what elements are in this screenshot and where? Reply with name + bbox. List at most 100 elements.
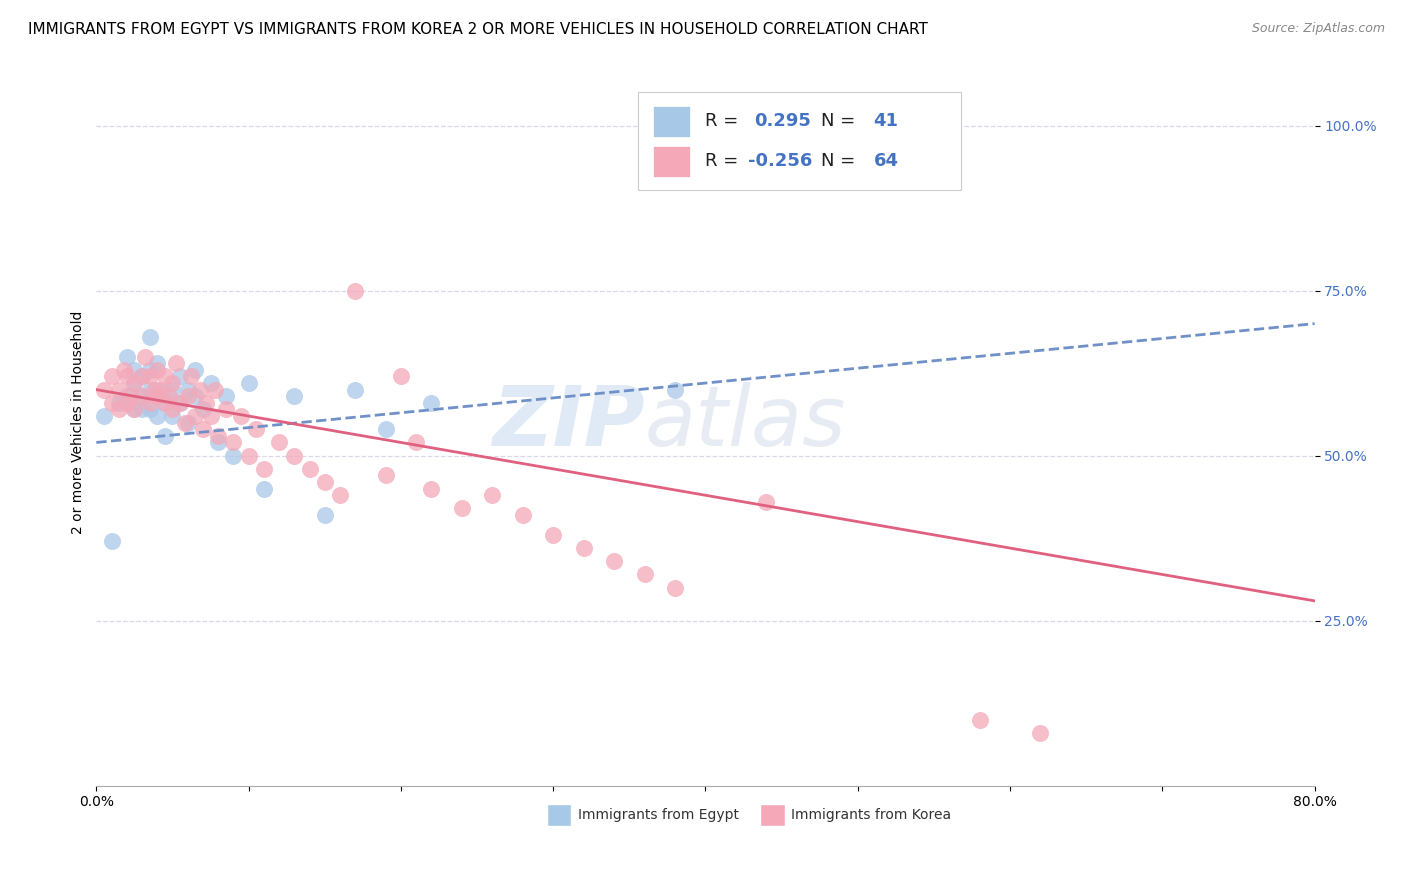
- Point: [344, 383, 367, 397]
- Point: [131, 369, 153, 384]
- Point: [238, 376, 260, 390]
- Point: [100, 396, 122, 410]
- Text: Source: ZipAtlas.com: Source: ZipAtlas.com: [1251, 22, 1385, 36]
- Text: N =: N =: [821, 112, 862, 130]
- Point: [512, 508, 534, 522]
- Point: [162, 383, 184, 397]
- Text: Immigrants from Egypt: Immigrants from Egypt: [578, 808, 738, 822]
- Point: [143, 383, 166, 397]
- Point: [112, 363, 135, 377]
- Point: [450, 501, 472, 516]
- Point: [131, 369, 153, 384]
- Point: [195, 396, 218, 410]
- Point: [177, 383, 200, 397]
- Text: -0.256: -0.256: [748, 153, 813, 170]
- Point: [207, 435, 229, 450]
- Point: [222, 435, 245, 450]
- Point: [131, 389, 153, 403]
- Bar: [654, 146, 689, 177]
- Point: [177, 416, 200, 430]
- Text: N =: N =: [821, 153, 862, 170]
- Point: [188, 383, 211, 397]
- Text: R =: R =: [706, 112, 744, 130]
- Point: [169, 396, 191, 410]
- Point: [664, 383, 686, 397]
- Bar: [547, 804, 571, 826]
- Point: [314, 475, 336, 489]
- Text: atlas: atlas: [644, 382, 846, 463]
- Point: [229, 409, 252, 423]
- Point: [162, 402, 184, 417]
- Point: [420, 482, 443, 496]
- Point: [138, 330, 160, 344]
- Point: [153, 396, 176, 410]
- Point: [184, 409, 207, 423]
- Point: [267, 435, 290, 450]
- Point: [115, 396, 138, 410]
- Text: R =: R =: [706, 153, 744, 170]
- Point: [238, 449, 260, 463]
- Point: [115, 389, 138, 403]
- Point: [405, 435, 427, 450]
- Point: [314, 508, 336, 522]
- Point: [149, 383, 172, 397]
- Point: [124, 376, 146, 390]
- Point: [124, 376, 146, 390]
- Point: [169, 369, 191, 384]
- Point: [131, 389, 153, 403]
- Point: [603, 554, 626, 568]
- Point: [283, 389, 305, 403]
- Point: [146, 363, 169, 377]
- FancyBboxPatch shape: [638, 92, 962, 190]
- Point: [100, 369, 122, 384]
- Point: [200, 409, 222, 423]
- Point: [1029, 726, 1052, 740]
- Point: [138, 363, 160, 377]
- Point: [138, 369, 160, 384]
- Point: [153, 429, 176, 443]
- Point: [184, 389, 207, 403]
- Point: [207, 429, 229, 443]
- Point: [184, 363, 207, 377]
- Point: [115, 350, 138, 364]
- Point: [215, 389, 238, 403]
- Text: 41: 41: [873, 112, 898, 130]
- Point: [541, 528, 564, 542]
- Point: [245, 422, 267, 436]
- Point: [108, 396, 131, 410]
- Point: [146, 409, 169, 423]
- Point: [146, 356, 169, 370]
- Point: [138, 383, 160, 397]
- Point: [162, 409, 184, 423]
- Point: [146, 389, 169, 403]
- Point: [153, 396, 176, 410]
- Point: [215, 402, 238, 417]
- Point: [329, 488, 352, 502]
- Point: [118, 389, 141, 403]
- Point: [200, 376, 222, 390]
- Bar: [654, 106, 689, 136]
- Point: [298, 462, 321, 476]
- Text: Immigrants from Korea: Immigrants from Korea: [790, 808, 950, 822]
- Point: [969, 713, 991, 727]
- Point: [100, 534, 122, 549]
- Point: [146, 383, 169, 397]
- Point: [165, 356, 187, 370]
- Point: [138, 402, 160, 417]
- Point: [93, 383, 115, 397]
- Text: IMMIGRANTS FROM EGYPT VS IMMIGRANTS FROM KOREA 2 OR MORE VEHICLES IN HOUSEHOLD C: IMMIGRANTS FROM EGYPT VS IMMIGRANTS FROM…: [28, 22, 928, 37]
- Point: [191, 422, 214, 436]
- Point: [124, 363, 146, 377]
- Point: [131, 402, 153, 417]
- Text: 0.295: 0.295: [754, 112, 811, 130]
- Point: [180, 369, 202, 384]
- Point: [108, 383, 131, 397]
- Point: [222, 449, 245, 463]
- Point: [633, 567, 655, 582]
- Point: [173, 416, 195, 430]
- Point: [253, 482, 276, 496]
- Point: [283, 449, 305, 463]
- Point: [374, 422, 396, 436]
- Bar: [761, 804, 785, 826]
- Point: [755, 495, 778, 509]
